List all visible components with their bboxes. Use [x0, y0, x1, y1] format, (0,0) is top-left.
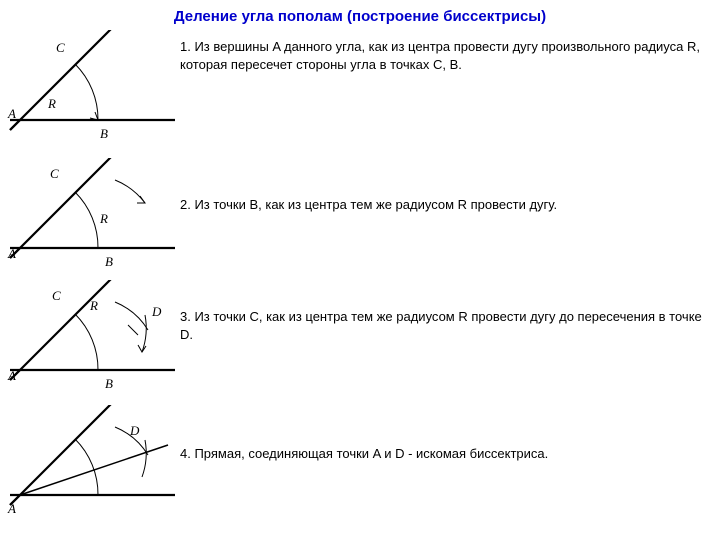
label-B: B — [105, 254, 113, 269]
label-A: A — [7, 501, 16, 516]
label-B: B — [100, 126, 108, 141]
step-4-row: A D 4. Прямая, соединяющая точки A и D -… — [0, 405, 720, 525]
page-title: Деление угла пополам (построение биссект… — [0, 0, 720, 29]
step-4-text: 4. Прямая, соединяющая точки A и D - иск… — [180, 405, 720, 463]
label-C: C — [50, 166, 59, 181]
step-3-text: 3. Из точки C, как из центра тем же ради… — [180, 280, 720, 343]
label-B: B — [105, 376, 113, 391]
label-R: R — [89, 298, 98, 313]
step-2-text: 2. Из точки B, как из центра тем же ради… — [180, 158, 720, 214]
step-2-row: A C R B 2. Из точки B, как из центра тем… — [0, 158, 720, 278]
label-A: A — [7, 246, 16, 261]
label-D: D — [151, 304, 162, 319]
step-1-row: A C R B 1. Из вершины A данного угла, ка… — [0, 30, 720, 150]
diagram-1: A C R B — [0, 30, 180, 150]
label-R: R — [47, 96, 56, 111]
label-C: C — [56, 40, 65, 55]
diagram-3: A C R D B — [0, 280, 180, 400]
label-R: R — [99, 211, 108, 226]
diagram-2: A C R B — [0, 158, 180, 278]
diagram-4: A D — [0, 405, 180, 525]
label-C: C — [52, 288, 61, 303]
label-D: D — [129, 423, 140, 438]
step-1-text: 1. Из вершины A данного угла, как из цен… — [180, 30, 720, 73]
step-3-row: A C R D B 3. Из точки C, как из центра т… — [0, 280, 720, 400]
label-A: A — [7, 106, 16, 121]
label-A: A — [7, 368, 16, 383]
